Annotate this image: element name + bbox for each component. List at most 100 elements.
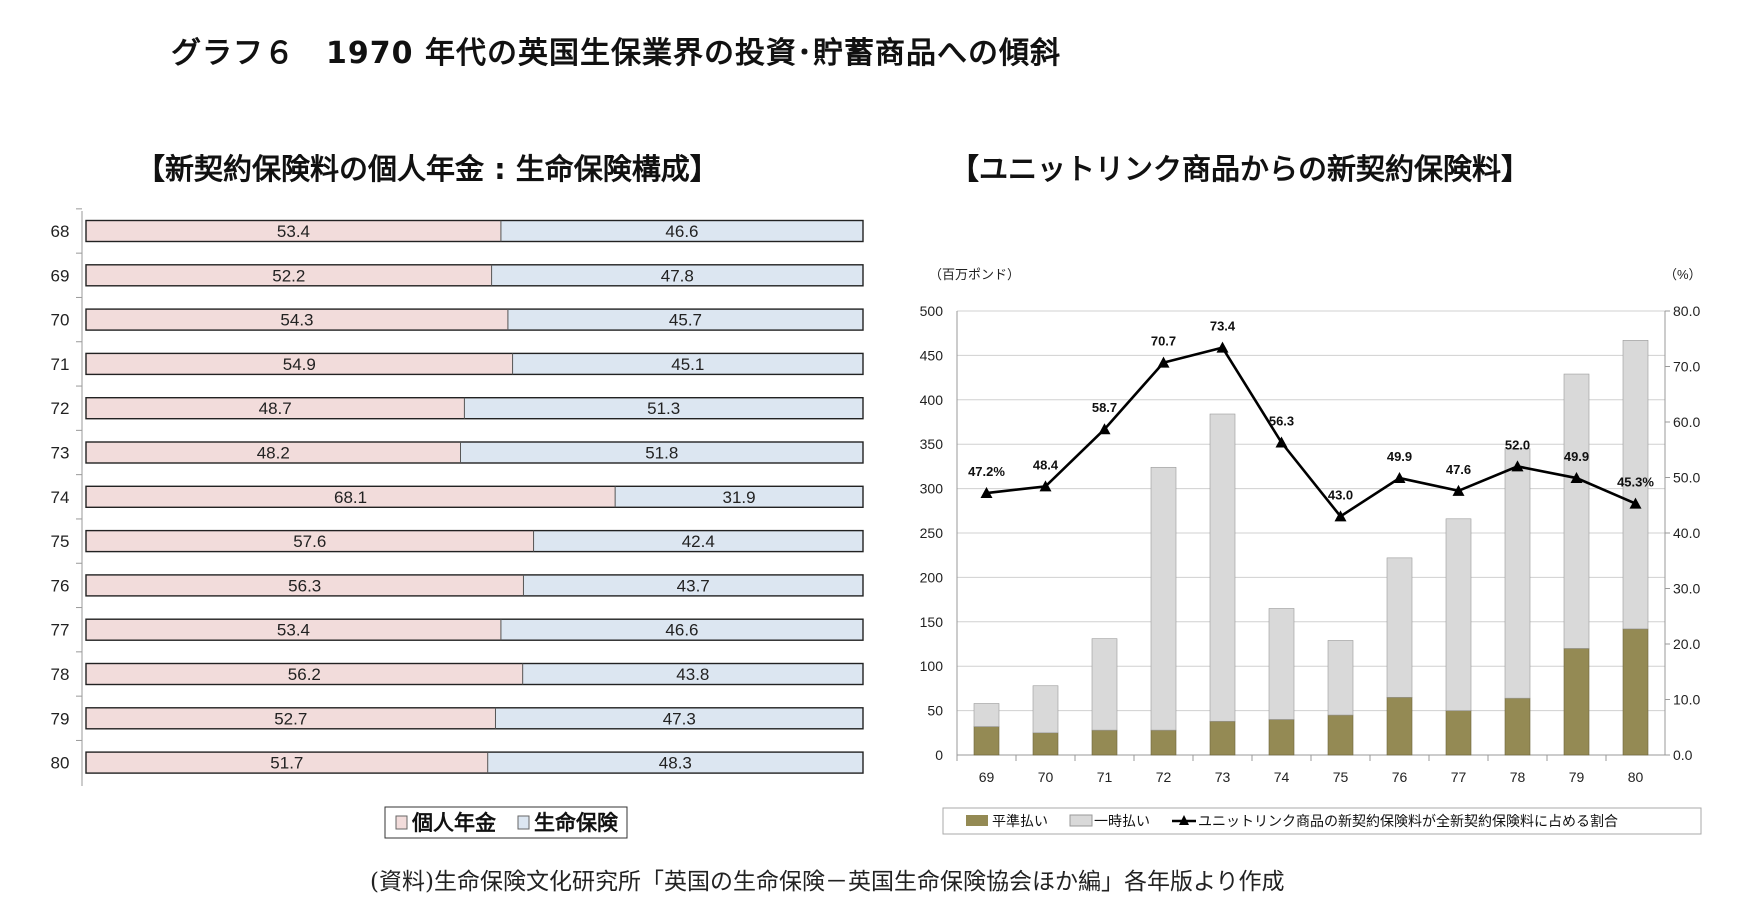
data-label: 68.1 xyxy=(334,488,367,507)
line-data-label: 70.7 xyxy=(1151,334,1176,349)
bar-segment-life xyxy=(507,309,863,331)
bar-level-premium xyxy=(1032,732,1059,756)
line-data-label: 49.9 xyxy=(1564,449,1589,464)
bar-segment-life xyxy=(523,574,863,596)
bar-level-premium xyxy=(1091,729,1118,756)
category-label: 70 xyxy=(51,311,70,330)
line-data-label: 52.0 xyxy=(1505,437,1530,452)
bar-level-premium xyxy=(1268,719,1295,756)
category-label: 71 xyxy=(51,355,70,374)
bar-segment-life xyxy=(500,619,863,641)
data-label: 52.2 xyxy=(272,266,305,285)
bar-outline xyxy=(85,219,864,243)
x-tick-label: 77 xyxy=(1451,769,1467,785)
legend-label-level: 平準払い xyxy=(992,813,1048,829)
bar-segment-life xyxy=(615,486,863,508)
line-data-label: 43.0 xyxy=(1328,487,1353,502)
bar-segment-life xyxy=(500,220,863,242)
data-label: 48.7 xyxy=(259,399,292,418)
y-left-tick-label: 150 xyxy=(920,614,944,630)
bar-single-premium xyxy=(1504,448,1531,699)
data-label: 45.1 xyxy=(671,355,704,374)
category-label: 74 xyxy=(51,488,70,507)
x-tick-label: 69 xyxy=(979,769,995,785)
line-marker xyxy=(1570,472,1583,484)
bar-outline xyxy=(85,308,864,331)
line-marker xyxy=(1334,510,1347,522)
category-label: 72 xyxy=(51,399,70,418)
x-tick-label: 80 xyxy=(1628,769,1644,785)
bar-segment-pension xyxy=(86,619,501,641)
bar-single-premium xyxy=(1327,640,1354,716)
bar-level-premium xyxy=(973,726,1000,756)
y-right-tick-label: 0.0 xyxy=(1673,747,1693,763)
x-tick-label: 79 xyxy=(1569,769,1585,785)
y-left-unit: （百万ポンド） xyxy=(929,267,1020,282)
bar-outline xyxy=(85,485,864,508)
bar-segment-life xyxy=(491,264,863,286)
figure-title: グラフ６ 1970 年代の英国生保業界の投資･貯蓄商品への傾斜 xyxy=(171,36,1061,71)
x-tick-label: 76 xyxy=(1392,769,1408,785)
bar-single-premium xyxy=(1209,413,1236,722)
bar-segment-pension xyxy=(86,530,534,552)
bar-outline xyxy=(85,264,864,287)
category-label: 79 xyxy=(51,709,70,728)
bar-segment-pension xyxy=(86,309,508,331)
legend-label-life: 生命保険 xyxy=(534,811,619,835)
bar-segment-life xyxy=(460,442,863,463)
line-data-label: 49.9 xyxy=(1387,449,1412,464)
unit-linked-chart: （百万ポンド） （%） 0 50 100 150 200 250 300 350 400 450 500… xyxy=(920,267,1702,835)
data-label: 43.8 xyxy=(676,665,709,684)
x-tick-label: 72 xyxy=(1156,769,1172,785)
category-label: 80 xyxy=(51,754,70,773)
data-label: 51.7 xyxy=(270,754,303,773)
bar-outline xyxy=(85,662,864,686)
legend-swatch-pension xyxy=(395,815,408,830)
bar-single-premium xyxy=(1622,340,1649,630)
line-data-label: 56.3 xyxy=(1269,414,1294,429)
data-label: 56.3 xyxy=(288,576,321,595)
y-right-tick-label: 20.0 xyxy=(1673,636,1700,652)
bar-segment-life xyxy=(533,530,863,552)
legend-label-single: 一時払い xyxy=(1094,813,1150,829)
y-left-tick-label: 450 xyxy=(920,347,944,363)
line-marker xyxy=(1039,480,1052,492)
y-left-tick-label: 50 xyxy=(927,703,943,719)
bar-level-premium xyxy=(1563,648,1590,756)
data-label: 47.3 xyxy=(663,709,696,728)
bar-segment-pension xyxy=(86,752,488,774)
composition-bar-chart: 68 53.4 46.6 69 52.2 47.8 70 54.3 45.7 71 54.9 45.1… xyxy=(51,208,864,839)
bar-outline xyxy=(85,751,864,774)
category-label: 75 xyxy=(51,532,70,551)
y-right-tick-label: 40.0 xyxy=(1673,525,1700,541)
bar-segment-pension xyxy=(86,707,496,729)
line-marker xyxy=(1629,497,1642,509)
bar-segment-life xyxy=(512,353,863,375)
line-data-label: 47.6 xyxy=(1446,462,1471,477)
data-label: 51.3 xyxy=(647,399,680,418)
y-left-tick-label: 300 xyxy=(920,481,944,497)
data-label: 48.3 xyxy=(659,754,692,773)
category-label: 69 xyxy=(51,266,70,285)
legend-swatch-level xyxy=(966,815,988,826)
bar-segment-pension xyxy=(86,442,461,463)
data-label: 53.4 xyxy=(277,222,310,241)
line-marker xyxy=(1393,472,1406,484)
y-left-tick-label: 0 xyxy=(935,747,943,763)
x-tick-label: 73 xyxy=(1215,769,1231,785)
legend-swatch-life xyxy=(517,815,530,830)
line-marker xyxy=(980,487,993,499)
bar-level-premium xyxy=(1445,710,1472,756)
bar-segment-pension xyxy=(86,353,513,375)
bar-single-premium xyxy=(1563,373,1590,649)
y-left-tick-label: 100 xyxy=(920,658,944,674)
x-tick-label: 70 xyxy=(1038,769,1054,785)
line-data-label: 58.7 xyxy=(1092,400,1117,415)
bar-outline xyxy=(85,574,864,597)
category-label: 76 xyxy=(51,576,70,595)
left-chart-title: 【新契約保険料の個人年金 : 生命保険構成】 xyxy=(136,152,719,186)
data-label: 43.7 xyxy=(677,576,710,595)
legend-label-pension: 個人年金 xyxy=(411,811,497,835)
bar-single-premium xyxy=(1445,518,1472,711)
y-right-tick-label: 70.0 xyxy=(1673,359,1700,375)
